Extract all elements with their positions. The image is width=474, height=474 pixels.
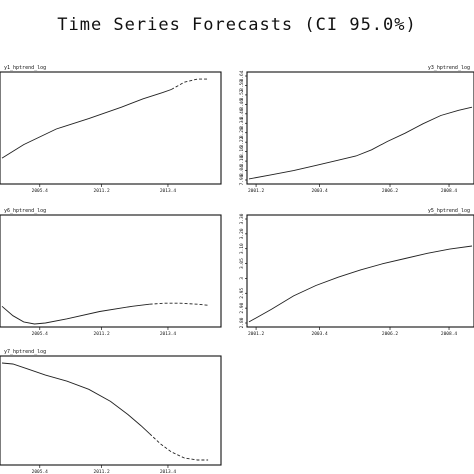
x-tick-label: 2011.2 bbox=[94, 331, 111, 337]
history-line bbox=[248, 245, 473, 323]
panel-frame bbox=[0, 71, 222, 185]
series-label: y5_hptrend_log bbox=[428, 208, 470, 214]
x-tick-label: 2011.2 bbox=[94, 188, 111, 194]
history-line bbox=[1, 303, 150, 325]
history-line bbox=[248, 106, 473, 180]
series-label: y6_hptrend_log bbox=[4, 208, 46, 214]
y-tick-label: 2.90 bbox=[239, 302, 245, 313]
y-tick-label: 8.28 bbox=[239, 127, 245, 138]
x-tick-label: 2003.4 bbox=[312, 331, 329, 337]
x-tick-label: 2005.4 bbox=[32, 331, 49, 337]
figure-title: Time Series Forecasts (CI 95.0%) bbox=[57, 15, 417, 35]
panel-1: y1_hptrend_log 2005.4 2011.2 2013.4 bbox=[0, 65, 222, 194]
panel-4: y5_hptrend_log 2001.2 2003.4 2006.2 2008.4 2.… bbox=[239, 208, 474, 337]
x-tick-label: 2008.4 bbox=[441, 331, 458, 337]
x-tick-label: 2005.4 bbox=[32, 469, 49, 474]
x-tick-label: 2013.4 bbox=[160, 469, 177, 474]
series-label: y3_hptrend_log bbox=[428, 65, 470, 71]
history-line bbox=[1, 89, 172, 159]
x-tick-label: 2011.2 bbox=[94, 469, 111, 474]
x-tick-label: 2006.2 bbox=[382, 188, 399, 194]
panels: y1_hptrend_log 2005.4 2011.2 2013.4 y3_hptre… bbox=[0, 65, 474, 474]
panel-2: y3_hptrend_log 2001.2 2003.4 2006.2 2008.4 7.… bbox=[239, 65, 474, 194]
forecast-line bbox=[171, 78, 209, 90]
y-tick-label: 8.22 bbox=[239, 136, 245, 147]
y-tick-label: 8.52 bbox=[239, 89, 245, 100]
y-tick-label: 3.10 bbox=[239, 243, 245, 254]
y-tick-label: 8.64 bbox=[239, 70, 245, 81]
history-line bbox=[1, 362, 150, 435]
panel-3: y6_hptrend_log 2005.4 2011.2 2013.4 bbox=[0, 208, 222, 337]
y-tick-label: 3 bbox=[239, 277, 245, 280]
x-tick-label: 2013.4 bbox=[160, 188, 177, 194]
y-tick-label: 7.98 bbox=[239, 174, 245, 185]
x-tick-label: 2013.4 bbox=[160, 331, 177, 337]
y-tick-label: 2.95 bbox=[239, 288, 245, 299]
y-tick-label: 3.20 bbox=[239, 228, 245, 239]
y-tick-label: 8.40 bbox=[239, 108, 245, 119]
panel-frame bbox=[246, 71, 474, 185]
y-tick-label: 8.10 bbox=[239, 155, 245, 166]
y-tick-label: 8.04 bbox=[239, 165, 245, 176]
forecast-line bbox=[149, 433, 209, 461]
y-tick-label: 8.16 bbox=[239, 146, 245, 157]
forecast-line bbox=[149, 302, 209, 306]
y-tick-label: 3.05 bbox=[239, 258, 245, 269]
x-tick-label: 2001.2 bbox=[248, 188, 265, 194]
y-tick-label: 8.34 bbox=[239, 118, 245, 129]
x-tick-label: 2008.4 bbox=[441, 188, 458, 194]
series-label: y1_hptrend_log bbox=[4, 65, 46, 71]
y-tick-label: 2.80 bbox=[239, 317, 245, 328]
y-tick-label: 3.30 bbox=[239, 213, 245, 224]
x-tick-label: 2003.4 bbox=[312, 188, 329, 194]
panel-5: y7_hptrend_log 2005.4 2011.2 2013.4 bbox=[0, 349, 222, 474]
x-tick-label: 2001.2 bbox=[248, 331, 265, 337]
series-label: y7_hptrend_log bbox=[4, 349, 46, 355]
x-tick-label: 2006.2 bbox=[382, 331, 399, 337]
y-tick-label: 8.46 bbox=[239, 99, 245, 110]
panel-frame bbox=[246, 214, 474, 328]
panel-frame bbox=[0, 214, 222, 328]
panel-frame bbox=[0, 355, 222, 466]
y-tick-label: 8.58 bbox=[239, 80, 245, 91]
x-tick-label: 2005.4 bbox=[32, 188, 49, 194]
